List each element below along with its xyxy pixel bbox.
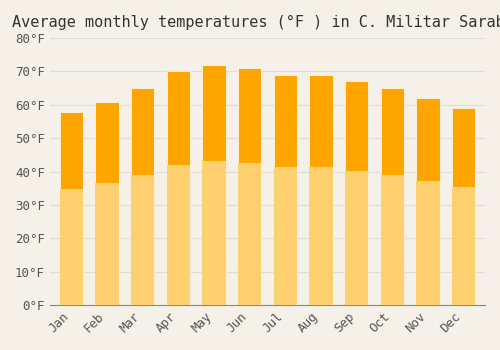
Bar <box>131 88 154 305</box>
Bar <box>274 167 297 305</box>
Bar <box>274 75 297 305</box>
Bar <box>202 65 226 305</box>
Bar <box>131 175 154 305</box>
Bar <box>416 181 440 305</box>
Bar <box>310 167 332 305</box>
Title: Average monthly temperatures (°F ) in C. Militar Sarabia: Average monthly temperatures (°F ) in C.… <box>12 15 500 30</box>
Bar <box>202 161 226 305</box>
Bar <box>238 163 261 305</box>
Bar <box>345 171 368 305</box>
Bar <box>166 71 190 305</box>
Bar <box>416 98 440 305</box>
Bar <box>452 187 475 305</box>
Bar <box>380 175 404 305</box>
Bar <box>60 189 83 305</box>
Bar <box>166 165 190 305</box>
Bar <box>60 112 83 305</box>
Bar <box>452 108 475 305</box>
Bar <box>380 88 404 305</box>
Bar <box>96 102 118 305</box>
Bar <box>238 68 261 305</box>
Bar <box>310 75 332 305</box>
Bar <box>345 82 368 305</box>
Bar <box>96 183 118 305</box>
